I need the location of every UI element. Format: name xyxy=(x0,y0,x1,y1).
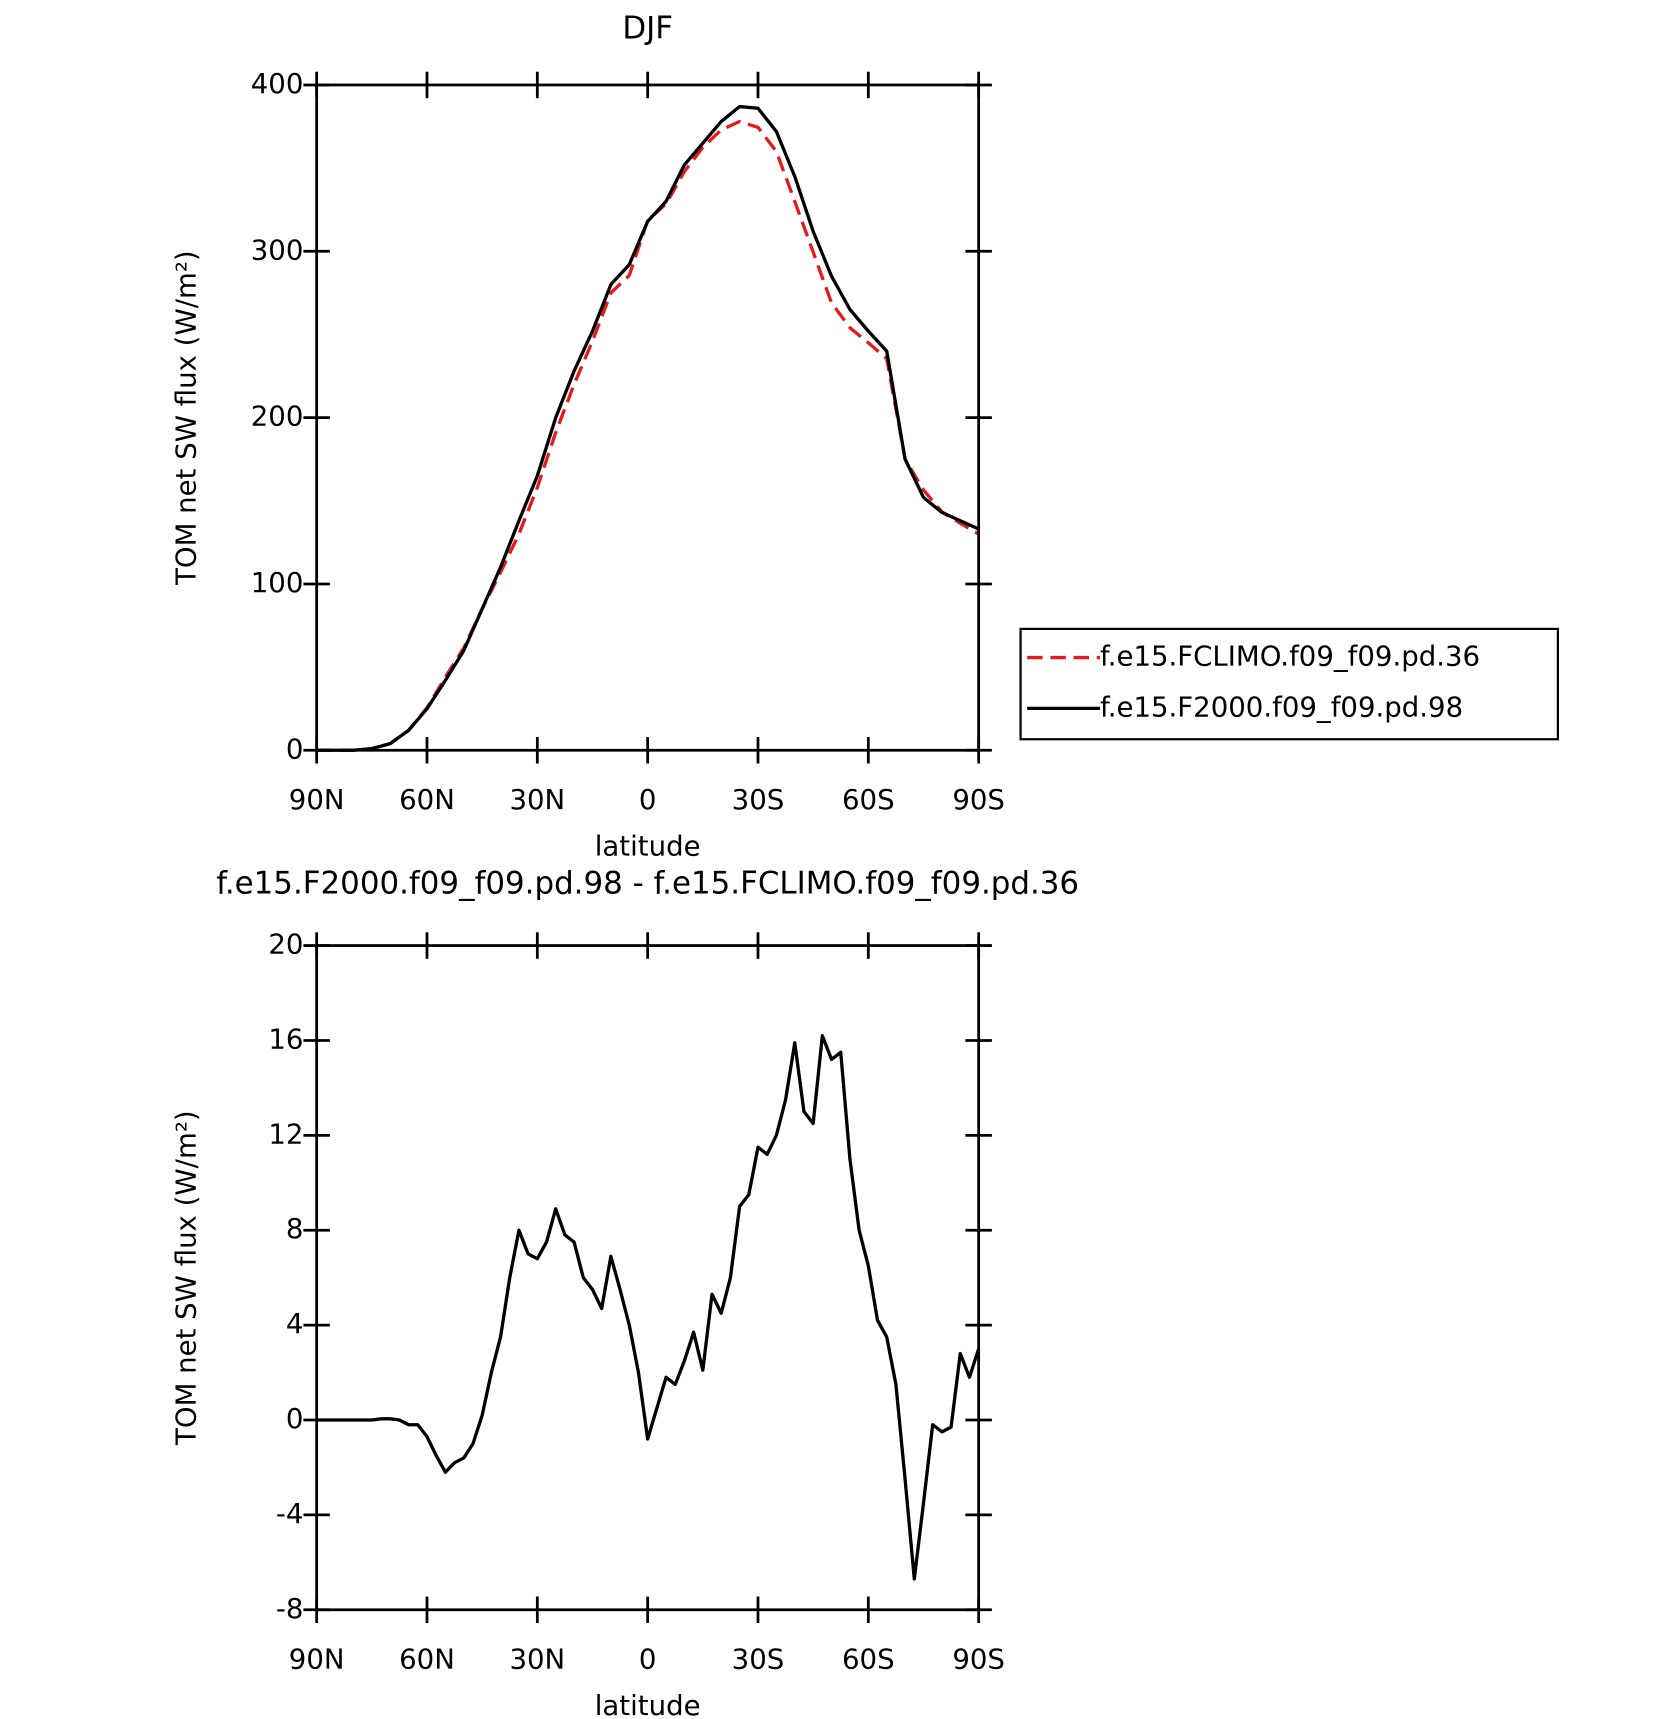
x-tick-label: 60N xyxy=(399,783,455,816)
data-line xyxy=(316,104,980,752)
x-tick-label: 60S xyxy=(842,1643,895,1676)
y-tick-label: 8 xyxy=(286,1212,304,1245)
x-tick-label: 90S xyxy=(952,1643,1005,1676)
y-tick-label: 20 xyxy=(268,928,303,961)
y-tick-label: 12 xyxy=(268,1117,303,1150)
data-line xyxy=(316,119,980,752)
data-line xyxy=(316,1034,981,1581)
plot-frame xyxy=(315,944,981,1612)
x-tick-label: 30N xyxy=(509,783,565,816)
y-tick-label: 300 xyxy=(251,233,304,266)
y-tick-label: 16 xyxy=(268,1022,303,1055)
y-tick-label: 100 xyxy=(251,566,304,599)
x-tick-label: 0 xyxy=(639,783,657,816)
y-tick-label: -4 xyxy=(276,1497,304,1530)
x-tick-label: 0 xyxy=(639,1643,657,1676)
legend-box xyxy=(1019,627,1560,741)
y-axis-label: TOM net SW flux (W/m²) xyxy=(170,1110,203,1446)
x-tick-label: 90N xyxy=(289,783,345,816)
y-tick-label: 0 xyxy=(286,732,304,765)
y-tick-label: 400 xyxy=(251,67,304,100)
y-tick-label: 200 xyxy=(251,400,304,433)
y-tick-label: 0 xyxy=(286,1402,304,1435)
y-tick-label: 4 xyxy=(286,1307,304,1340)
y-tick-label: -8 xyxy=(276,1592,304,1625)
x-tick-label: 30S xyxy=(732,783,785,816)
plot-frame xyxy=(315,83,981,752)
y-axis-label: TOM net SW flux (W/m²) xyxy=(170,250,203,586)
x-tick-label: 30S xyxy=(732,1643,785,1676)
legend-label: f.e15.F2000.f09_f09.pd.98 xyxy=(1100,690,1463,723)
legend-label: f.e15.FCLIMO.f09_f09.pd.36 xyxy=(1100,640,1480,673)
x-axis-label: latitude xyxy=(595,1689,701,1719)
x-tick-label: 60S xyxy=(842,783,895,816)
x-tick-label: 90N xyxy=(289,1643,345,1676)
x-tick-label: 90S xyxy=(952,783,1005,816)
chart-title: DJF xyxy=(622,10,673,46)
chart-title: f.e15.F2000.f09_f09.pd.98 - f.e15.FCLIMO… xyxy=(216,865,1079,901)
x-axis-label: latitude xyxy=(595,829,701,862)
x-tick-label: 60N xyxy=(399,1643,455,1676)
x-tick-label: 30N xyxy=(509,1643,565,1676)
